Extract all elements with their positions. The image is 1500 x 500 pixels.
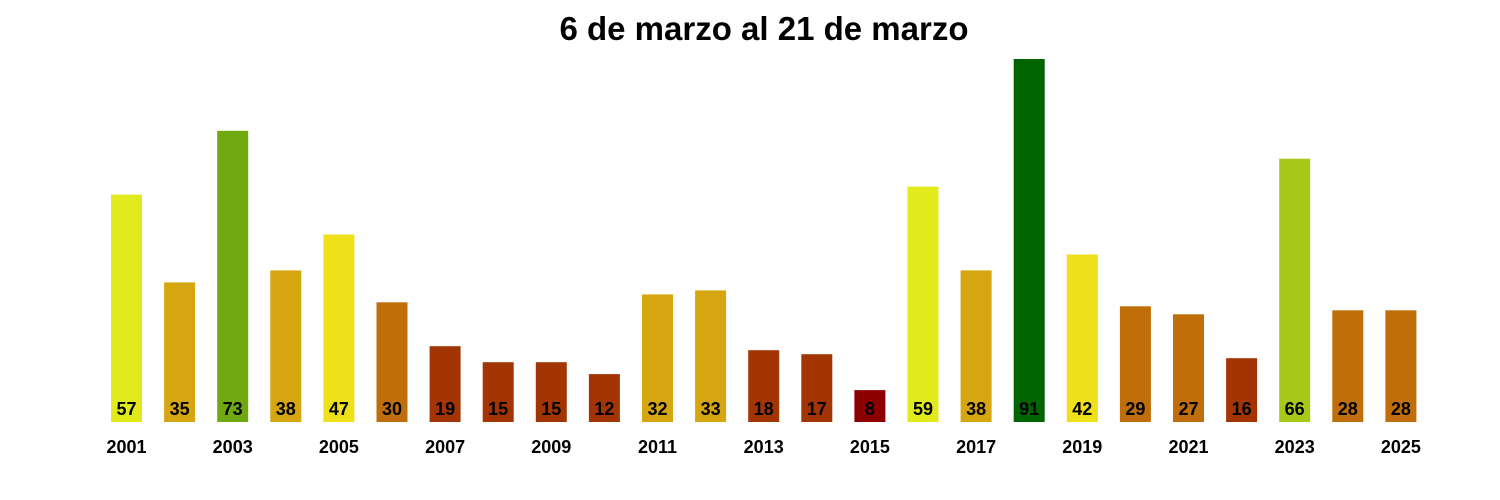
- bar-value-label-2021: 27: [1178, 399, 1198, 419]
- bar-value-label-2001: 57: [116, 399, 136, 419]
- bar-2018: [1013, 59, 1045, 422]
- bar-2008: [482, 362, 514, 422]
- bar-value-label-2018: 91: [1019, 399, 1039, 419]
- x-tick-label-2025: 2025: [1381, 437, 1421, 457]
- bar-2001: [111, 194, 142, 422]
- bar-value-label-2019: 42: [1072, 399, 1092, 419]
- bar-2025: [1385, 310, 1417, 422]
- bar-value-label-2011: 32: [647, 399, 667, 419]
- bar-value-label-2017: 38: [966, 399, 986, 419]
- bar-labels-group: 57 35 73 38 47 30 19 15 15 12 32 33 18 17 8 59 38 91 42 29 2…: [116, 399, 1410, 419]
- x-tick-label-2017: 2017: [956, 437, 996, 457]
- bar-2024: [1332, 310, 1364, 422]
- x-tick-label-2001: 2001: [106, 437, 146, 457]
- x-tick-label-2021: 2021: [1168, 437, 1208, 457]
- bar-2016: [907, 186, 939, 422]
- bar-2009: [535, 362, 567, 422]
- bar-value-label-2020: 29: [1125, 399, 1145, 419]
- bar-value-label-2008: 15: [488, 399, 508, 419]
- bar-value-label-2007: 19: [435, 399, 455, 419]
- x-tick-label-2023: 2023: [1275, 437, 1315, 457]
- bar-2006: [376, 302, 408, 422]
- bar-value-label-2023: 66: [1285, 399, 1305, 419]
- bar-value-label-2003: 73: [223, 399, 243, 419]
- bar-2013: [748, 350, 780, 422]
- bar-2002: [164, 282, 196, 422]
- bar-value-label-2006: 30: [382, 399, 402, 419]
- bar-2014: [801, 354, 833, 422]
- bar-2021: [1173, 314, 1204, 422]
- bar-2003: [217, 130, 249, 423]
- bar-value-label-2022: 16: [1232, 399, 1252, 419]
- bar-2017: [960, 270, 992, 422]
- bar-value-label-2015: 8: [865, 399, 875, 419]
- x-tick-label-2013: 2013: [744, 437, 784, 457]
- bar-2019: [1066, 254, 1098, 422]
- x-axis-ticks: 2001 2003 2005 2007 2009 2011 2013 2015 2017 2019…: [106, 437, 1420, 457]
- bar-value-label-2013: 18: [754, 399, 774, 419]
- bar-value-label-2025: 28: [1391, 399, 1411, 419]
- x-tick-label-2009: 2009: [531, 437, 571, 457]
- bar-value-label-2016: 59: [913, 399, 933, 419]
- bar-2020: [1119, 306, 1151, 422]
- bar-value-label-2010: 12: [594, 399, 614, 419]
- bar-2023: [1279, 158, 1311, 422]
- bar-2005: [323, 234, 355, 422]
- bars-group: [111, 59, 1417, 423]
- bar-2012: [695, 290, 727, 422]
- bar-value-label-2024: 28: [1338, 399, 1358, 419]
- bar-value-label-2012: 33: [701, 399, 721, 419]
- bar-2007: [429, 346, 461, 422]
- bar-value-label-2002: 35: [170, 399, 190, 419]
- bar-2010: [588, 374, 620, 422]
- bar-value-label-2009: 15: [541, 399, 561, 419]
- x-tick-label-2011: 2011: [638, 437, 677, 457]
- bar-2015: [854, 390, 886, 422]
- bar-2022: [1226, 358, 1258, 422]
- x-tick-label-2005: 2005: [319, 437, 359, 457]
- chart-title: 6 de marzo al 21 de marzo: [559, 10, 969, 47]
- x-tick-label-2015: 2015: [850, 437, 890, 457]
- x-tick-label-2019: 2019: [1062, 437, 1102, 457]
- bar-2004: [270, 270, 302, 422]
- bar-2011: [642, 294, 673, 422]
- bar-value-label-2004: 38: [276, 399, 296, 419]
- x-tick-label-2003: 2003: [213, 437, 253, 457]
- bar-value-label-2014: 17: [807, 399, 827, 419]
- bar-value-label-2005: 47: [329, 399, 349, 419]
- x-tick-label-2007: 2007: [425, 437, 465, 457]
